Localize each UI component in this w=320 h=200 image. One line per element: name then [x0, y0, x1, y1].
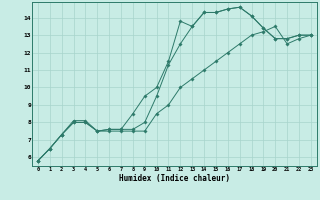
X-axis label: Humidex (Indice chaleur): Humidex (Indice chaleur)	[119, 174, 230, 183]
